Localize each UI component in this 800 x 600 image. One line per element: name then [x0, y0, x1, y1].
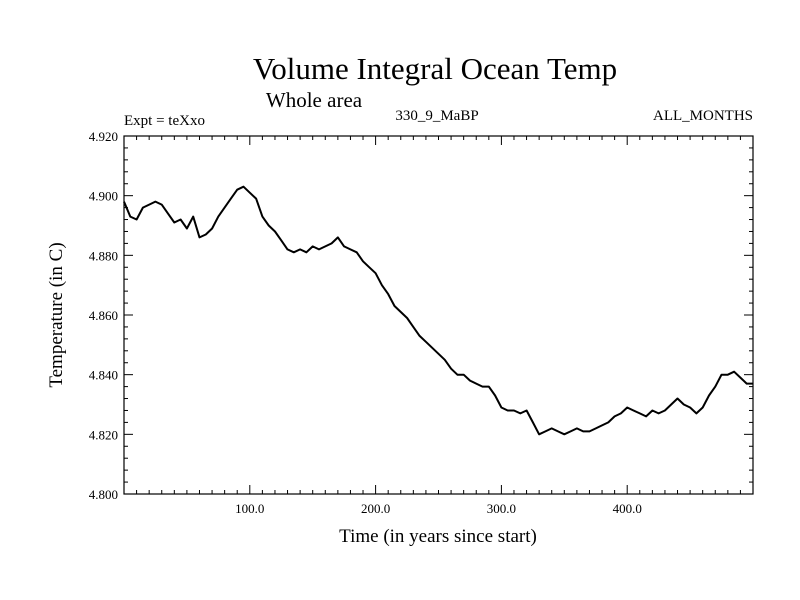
x-tick-labels: 100.0 200.0 300.0 400.0: [235, 501, 642, 516]
y-tick-label: 4.800: [89, 487, 118, 502]
y-tick-label: 4.880: [89, 248, 118, 263]
y-tick-labels: 4.800 4.820 4.840 4.860 4.880 4.900 4.920: [89, 129, 118, 502]
y-tick-label: 4.820: [89, 427, 118, 442]
x-axis-label: Time (in years since start): [339, 526, 537, 547]
chart-subtitle: Whole area: [266, 88, 363, 112]
x-tick-label: 200.0: [361, 501, 390, 516]
experiment-label: Expt = teXxo: [124, 113, 205, 129]
plot-frame: [123, 135, 754, 495]
y-tick-label: 4.920: [89, 129, 118, 144]
y-tick-label: 4.840: [89, 368, 118, 383]
run-label: 330_9_MaBP: [395, 108, 478, 124]
x-tick-label: 100.0: [235, 501, 264, 516]
months-label: ALL_MONTHS: [653, 108, 753, 124]
y-tick-label: 4.900: [89, 189, 118, 204]
chart-title: Volume Integral Ocean Temp: [253, 51, 617, 86]
x-tick-label: 400.0: [613, 501, 642, 516]
y-axis-label: Temperature (in C): [46, 242, 67, 387]
y-tick-label: 4.860: [89, 308, 118, 323]
temperature-series-line: [123, 185, 753, 436]
axis-ticks: [124, 136, 753, 494]
x-tick-label: 300.0: [487, 501, 516, 516]
